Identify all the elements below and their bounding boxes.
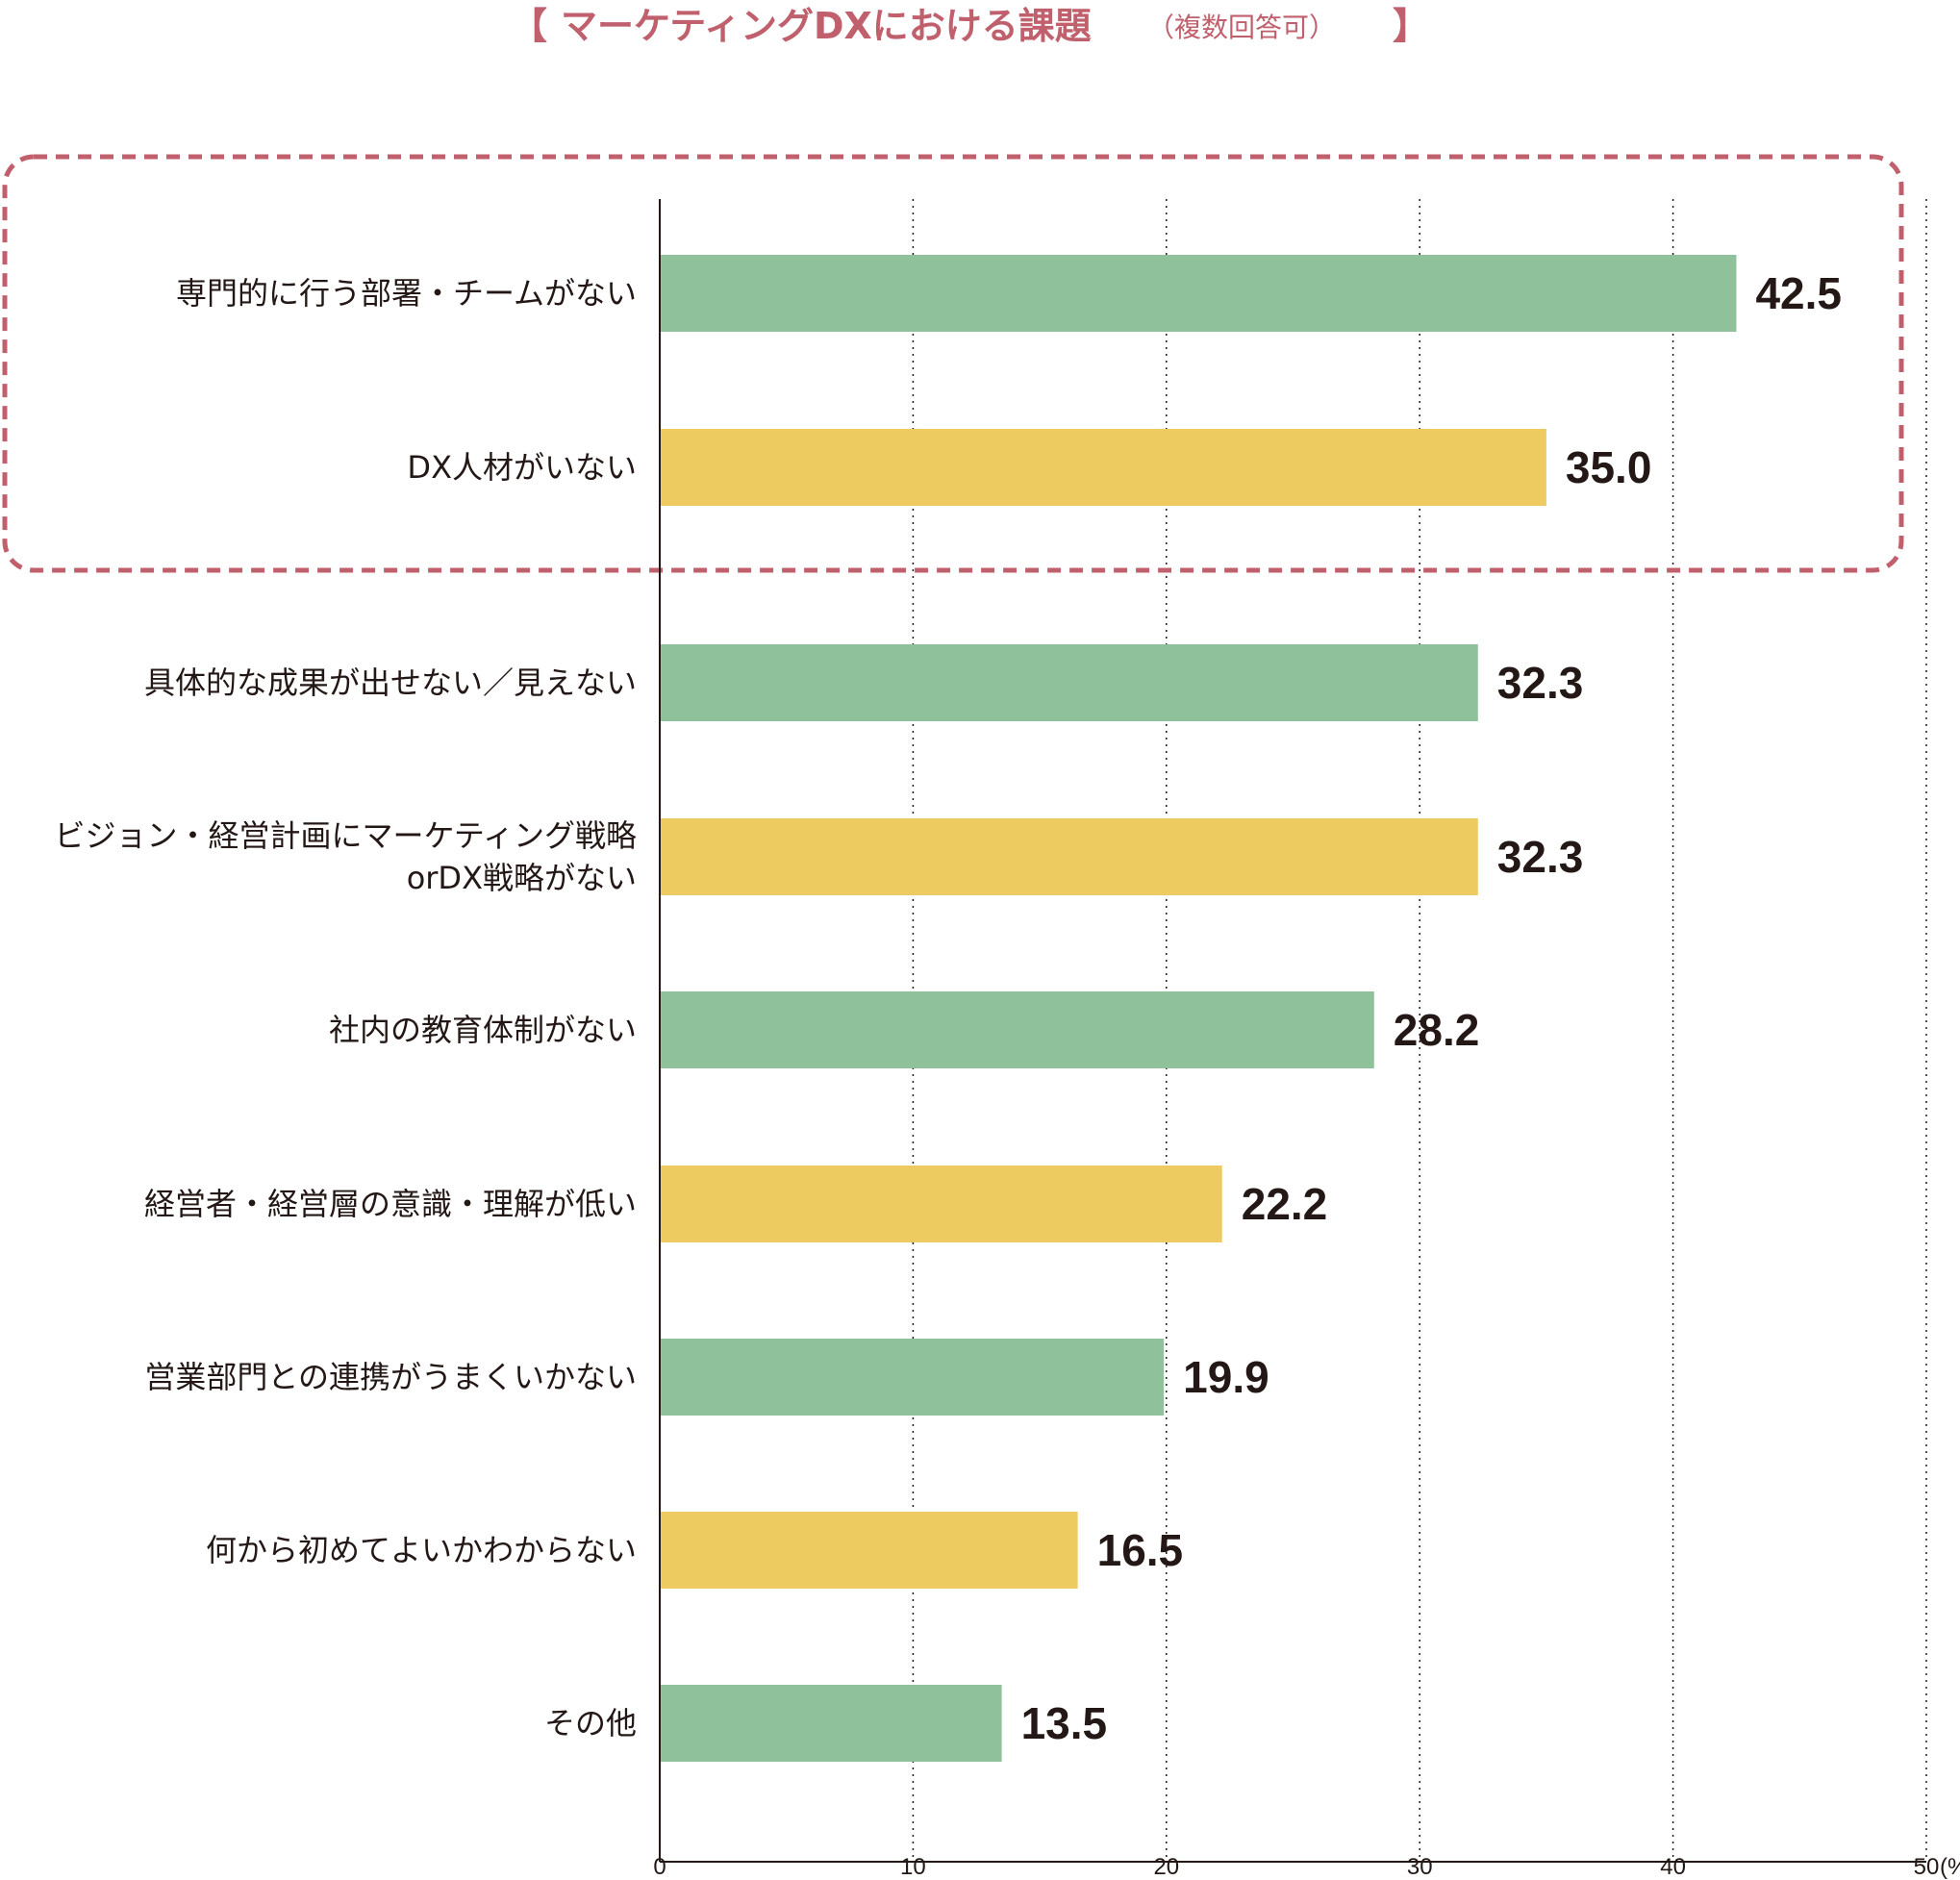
value-label-8: 16.5 [1097,1525,1184,1575]
bar-5 [660,991,1374,1068]
value-label-7: 19.9 [1183,1352,1269,1402]
category-label-2: DX人材がいない [407,449,637,486]
bar-2 [660,429,1546,506]
category-label-line: 経営者・経営層の意識・理解が低い [144,1186,637,1222]
value-label-6: 22.2 [1242,1179,1328,1229]
category-label-line: 具体的な成果が出せない／見えない [144,664,637,701]
category-label-4: ビジョン・経営計画にマーケティング戦略 orDX戦略がない [55,817,637,896]
x-axis-unit: (%) [1940,1854,1960,1880]
x-tick-labels: 0 10 20 30 40 50(%) [653,1854,1960,1880]
category-label-line: 営業部門との連携がうまくいかない [144,1359,637,1395]
category-label-7: 営業部門との連携がうまくいかない [144,1359,637,1395]
bars [660,255,1737,1762]
bar-3 [660,644,1478,721]
x-tick-label-10: 10 [900,1854,926,1880]
chart-title: マーケティングDXにおける課題 [561,5,1092,47]
x-tick-label-20: 20 [1153,1854,1179,1880]
bar-6 [660,1166,1222,1242]
bar-4 [660,818,1478,895]
category-label-line: 専門的に行う部署・チームがない [176,275,637,312]
value-label-3: 32.3 [1497,658,1584,708]
category-labels: 専門的に行う部署・チームがない DX人材がいない具体的な成果が出せない／見えないビ… [55,275,637,1742]
x-tick-label-50: 50 [1914,1854,1940,1880]
bar-1 [660,255,1737,332]
title-close-bracket: 】 [1393,5,1429,47]
category-label-3: 具体的な成果が出せない／見えない [144,664,637,701]
title-open-bracket: 【 [511,5,547,47]
highlight-box [2,154,1904,573]
x-tick-label-40: 40 [1660,1854,1686,1880]
value-label-9: 13.5 [1021,1698,1108,1748]
chart-title-group: 【 マーケティングDXにおける課題 （複数回答可） 】 [511,5,1429,47]
value-label-2: 35.0 [1566,442,1652,492]
value-label-1: 42.5 [1755,268,1842,318]
bar-8 [660,1512,1078,1589]
x-tick-label-0: 0 [653,1854,666,1880]
highlight-box-layer [2,154,1904,573]
category-label-8: 何から初めてよいかわからない [206,1532,637,1568]
value-labels: 42.5 35.0 32.3 32.3 28.2 22.2 19.9 16.5 13.5 [1021,268,1842,1748]
category-label-1: 専門的に行う部署・チームがない [176,275,637,312]
category-label-line: ビジョン・経営計画にマーケティング戦略 [55,817,637,854]
bar-9 [660,1685,1002,1762]
category-label-line: DX人材がいない [407,449,637,486]
value-label-5: 28.2 [1394,1005,1480,1055]
category-label-line: その他 [544,1705,637,1742]
category-label-line: 何から初めてよいかわからない [206,1532,637,1568]
category-label-line: orDX戦略がない [407,860,637,896]
chart-title-note: （複数回答可） [1147,12,1336,43]
bar-7 [660,1339,1165,1416]
x-tick-label-30: 30 [1407,1854,1433,1880]
value-label-4: 32.3 [1497,832,1584,882]
axes [659,199,1926,1863]
category-label-line: 社内の教育体制がない [329,1012,637,1048]
category-label-9: その他 [544,1705,637,1742]
category-label-5: 社内の教育体制がない [329,1012,637,1048]
category-label-6: 経営者・経営層の意識・理解が低い [144,1186,637,1222]
